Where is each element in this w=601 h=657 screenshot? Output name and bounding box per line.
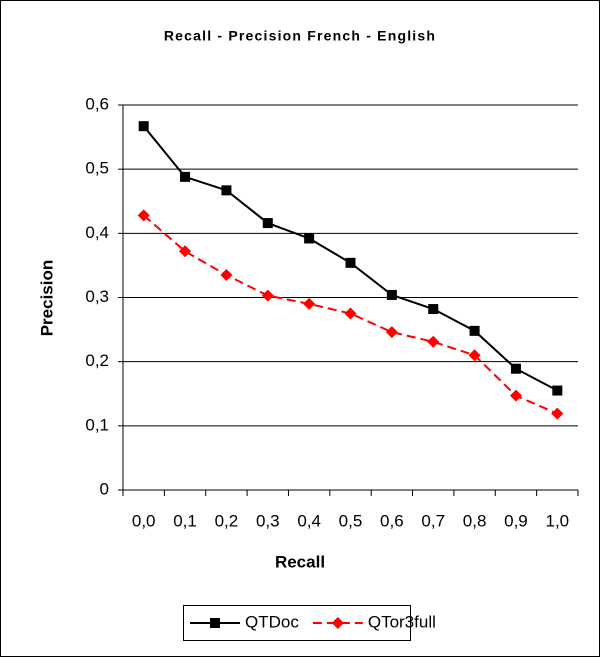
series-marker xyxy=(510,363,521,374)
chart-title: Recall - Precision French - English xyxy=(164,28,436,44)
y-tick-label: 0,5 xyxy=(85,159,109,178)
series-marker xyxy=(552,385,563,396)
x-tick-label: 1,0 xyxy=(545,511,569,530)
x-tick-label: 0,9 xyxy=(504,511,528,530)
series-marker xyxy=(469,325,480,336)
y-tick-label: 0,4 xyxy=(85,223,109,242)
series-marker xyxy=(221,185,232,196)
x-tick-label: 0,3 xyxy=(256,511,280,530)
series-marker xyxy=(303,297,316,310)
y-tick-label: 0 xyxy=(100,479,109,498)
y-tick-label: 0,3 xyxy=(85,287,109,306)
x-tick-label: 0,7 xyxy=(421,511,445,530)
y-tick-label: 0,2 xyxy=(85,351,109,370)
series-marker xyxy=(509,389,522,402)
series-marker xyxy=(137,209,150,222)
y-axis-title: Precision xyxy=(37,260,56,337)
x-tick-label: 0,5 xyxy=(339,511,363,530)
series-marker xyxy=(427,335,440,348)
x-tick-label: 0,1 xyxy=(173,511,197,530)
y-tick-label: 0,1 xyxy=(85,415,109,434)
series-marker xyxy=(385,326,398,339)
series-marker xyxy=(180,171,191,182)
series-marker xyxy=(345,257,356,268)
x-axis-title: Recall xyxy=(275,552,325,571)
y-tick-label: 0,6 xyxy=(85,94,109,113)
legend-label: QTDoc xyxy=(245,612,299,631)
series-marker xyxy=(138,121,149,132)
series-marker xyxy=(428,304,439,315)
x-tick-label: 0,2 xyxy=(215,511,239,530)
series-marker xyxy=(261,289,274,302)
legend-marker xyxy=(210,618,220,628)
x-tick-label: 0,4 xyxy=(297,511,321,530)
x-tick-label: 0,8 xyxy=(463,511,487,530)
series-marker xyxy=(262,218,273,229)
series-line xyxy=(143,214,558,415)
x-tick-label: 0,6 xyxy=(380,511,404,530)
legend-marker xyxy=(331,617,344,629)
series-marker xyxy=(386,289,397,300)
x-tick-label: 0,0 xyxy=(132,511,156,530)
series-marker xyxy=(551,407,564,420)
series-marker xyxy=(220,269,233,282)
series-marker xyxy=(344,307,357,320)
series-marker xyxy=(304,233,315,244)
series-marker xyxy=(179,245,192,258)
series-marker xyxy=(468,349,481,362)
legend-label: QTor3full xyxy=(368,612,436,631)
